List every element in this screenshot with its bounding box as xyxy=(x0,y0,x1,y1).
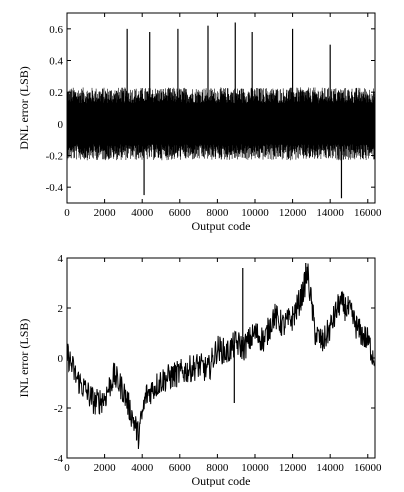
dnl-ticks: 0 2000 4000 6000 8000 10000 12000 14000 16000 -0.… xyxy=(46,13,382,219)
dnl-x-tick-label: 12000 xyxy=(279,207,307,219)
dnl-x-tick-label: 10000 xyxy=(241,207,269,219)
dnl-y-tick-label: 0.2 xyxy=(49,87,63,99)
inl-y-tick-label: -2 xyxy=(54,403,63,415)
dnl-x-tick-label: 2000 xyxy=(94,207,117,219)
dnl-x-tick-label: 4000 xyxy=(131,207,154,219)
inl-y-tick-label: -4 xyxy=(54,453,64,465)
dnl-panel: 0 2000 4000 6000 8000 10000 12000 14000 16000 -0.… xyxy=(17,12,382,233)
inl-y-tick-label: 0 xyxy=(58,353,64,365)
inl-x-tick-label: 8000 xyxy=(206,462,229,474)
inl-plot-frame xyxy=(66,257,376,459)
dnl-x-tick-label: 16000 xyxy=(354,207,382,219)
dnl-y-tick-label: 0 xyxy=(58,119,64,131)
inl-x-tick-label: 10000 xyxy=(241,462,269,474)
dnl-x-axis-label: Output code xyxy=(192,219,251,233)
dnl-x-tick-label: 14000 xyxy=(316,207,344,219)
dnl-series xyxy=(67,22,375,199)
inl-ticks: 0 2000 4000 6000 8000 10000 12000 14000 16000 -4 -… xyxy=(54,253,382,474)
inl-error-trace xyxy=(67,263,375,450)
dnl-y-tick-label: 0.6 xyxy=(49,24,63,36)
dnl-y-tick-label: 0.4 xyxy=(49,56,63,68)
inl-x-tick-label: 16000 xyxy=(354,462,382,474)
dnl-x-tick-label: 6000 xyxy=(169,207,192,219)
inl-x-axis-label: Output code xyxy=(192,474,251,487)
dnl-y-axis-label: DNL error (LSB) xyxy=(17,66,31,150)
inl-x-tick-label: 0 xyxy=(64,462,70,474)
dnl-y-tick-label: -0.4 xyxy=(46,182,64,194)
dnl-x-tick-label: 8000 xyxy=(206,207,229,219)
inl-x-tick-label: 4000 xyxy=(131,462,154,474)
dnl-noise-trace xyxy=(67,87,375,161)
dnl-x-tick-label: 0 xyxy=(64,207,70,219)
inl-x-tick-label: 14000 xyxy=(316,462,344,474)
inl-y-tick-label: 2 xyxy=(58,303,64,315)
inl-y-tick-label: 4 xyxy=(58,253,64,265)
inl-x-tick-label: 2000 xyxy=(94,462,117,474)
inl-x-tick-label: 12000 xyxy=(279,462,307,474)
inl-series xyxy=(67,263,375,450)
inl-x-tick-label: 6000 xyxy=(169,462,192,474)
inl-panel: 0 2000 4000 6000 8000 10000 12000 14000 16000 -4 -… xyxy=(17,253,382,488)
dnl-y-tick-label: -0.2 xyxy=(46,151,63,163)
inl-y-axis-label: INL error (LSB) xyxy=(17,319,31,398)
